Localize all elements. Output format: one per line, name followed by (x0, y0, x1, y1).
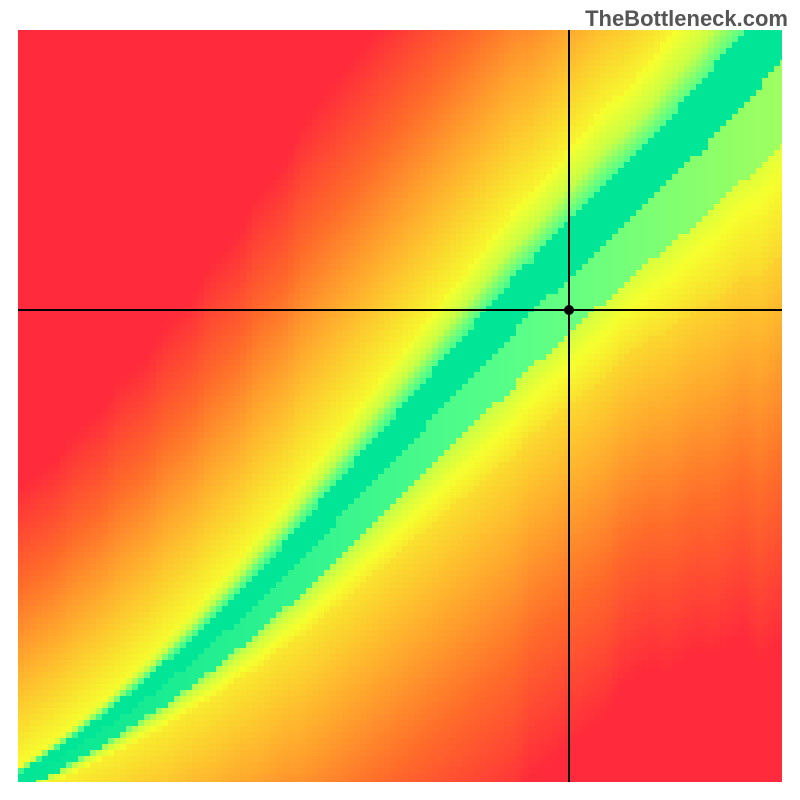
crosshair-horizontal-line (18, 309, 782, 311)
heatmap-plot (18, 30, 782, 782)
attribution-label: TheBottleneck.com (585, 6, 788, 32)
chart-container: TheBottleneck.com (0, 0, 800, 800)
crosshair-vertical-line (568, 30, 570, 782)
heatmap-canvas (18, 30, 782, 782)
